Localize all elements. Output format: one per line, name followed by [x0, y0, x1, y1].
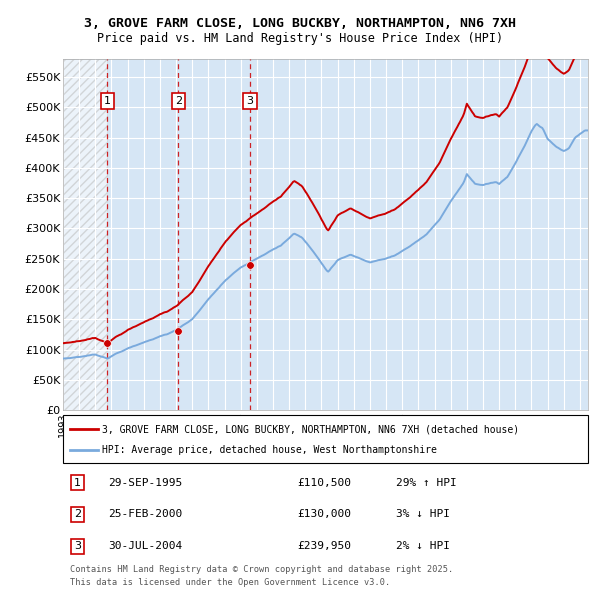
Text: 29% ↑ HPI: 29% ↑ HPI — [396, 478, 457, 487]
Text: 2: 2 — [74, 510, 81, 519]
Text: 3, GROVE FARM CLOSE, LONG BUCKBY, NORTHAMPTON, NN6 7XH (detached house): 3, GROVE FARM CLOSE, LONG BUCKBY, NORTHA… — [102, 424, 519, 434]
Text: 1: 1 — [104, 96, 111, 106]
Text: 30-JUL-2004: 30-JUL-2004 — [108, 542, 182, 551]
Text: £239,950: £239,950 — [297, 542, 351, 551]
Text: HPI: Average price, detached house, West Northamptonshire: HPI: Average price, detached house, West… — [102, 445, 437, 455]
Text: 3: 3 — [74, 542, 81, 551]
Text: £110,500: £110,500 — [297, 478, 351, 487]
Text: Price paid vs. HM Land Registry's House Price Index (HPI): Price paid vs. HM Land Registry's House … — [97, 32, 503, 45]
Text: 1: 1 — [74, 478, 81, 487]
Text: 29-SEP-1995: 29-SEP-1995 — [108, 478, 182, 487]
Text: 2% ↓ HPI: 2% ↓ HPI — [396, 542, 450, 551]
Text: 25-FEB-2000: 25-FEB-2000 — [108, 510, 182, 519]
Text: Contains HM Land Registry data © Crown copyright and database right 2025.: Contains HM Land Registry data © Crown c… — [70, 565, 454, 573]
Text: £130,000: £130,000 — [297, 510, 351, 519]
Text: 2: 2 — [175, 96, 182, 106]
Text: This data is licensed under the Open Government Licence v3.0.: This data is licensed under the Open Gov… — [70, 578, 391, 586]
Text: 3: 3 — [247, 96, 254, 106]
Text: 3% ↓ HPI: 3% ↓ HPI — [396, 510, 450, 519]
Text: 3, GROVE FARM CLOSE, LONG BUCKBY, NORTHAMPTON, NN6 7XH: 3, GROVE FARM CLOSE, LONG BUCKBY, NORTHA… — [84, 17, 516, 30]
